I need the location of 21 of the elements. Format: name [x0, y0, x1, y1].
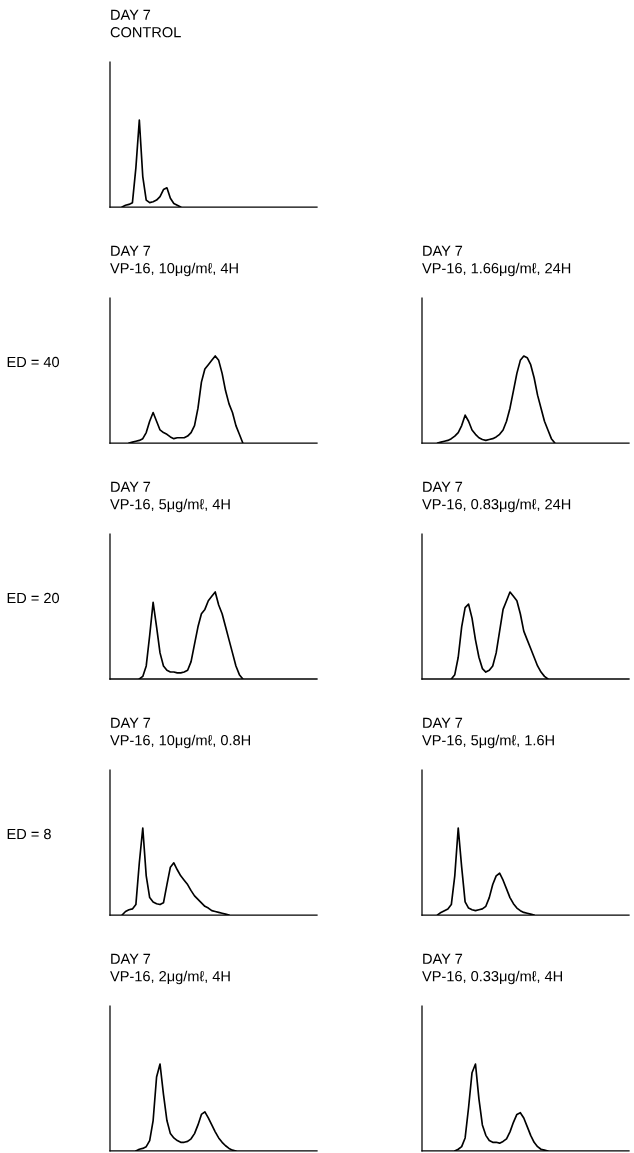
chart-title: DAY 7: [111, 717, 151, 728]
chart-subtitle: VP-16, 10μg/mℓ, 4H: [110, 262, 238, 277]
chart-subtitle: VP-16, 5μg/mℓ, 1.6H: [422, 734, 554, 749]
chart-title: DAY 7: [423, 481, 463, 492]
chart-title: DAY 7: [111, 245, 151, 256]
chart-subtitle: VP-16, 5μg/mℓ, 4H: [110, 498, 230, 513]
chart-subtitle: VP-16, 0.33μg/mℓ, 4H: [422, 970, 562, 985]
chart-subtitle: VP-16, 10μg/mℓ, 0.8H: [110, 734, 250, 749]
chart-title: DAY 7: [111, 9, 151, 20]
chart-title: DAY 7: [111, 481, 151, 492]
chart-title: DAY 7: [423, 953, 463, 964]
chart-subtitle: VP-16, 0.83μg/mℓ, 24H: [422, 498, 571, 513]
text: ED = 40: [7, 356, 60, 368]
chart-subtitle: CONTROL: [110, 27, 181, 38]
chart-subtitle: VP-16, 1.66μg/mℓ, 24H: [422, 262, 571, 277]
chart-title: DAY 7: [423, 717, 463, 728]
chart-subtitle: VP-16, 2μg/mℓ, 4H: [110, 970, 230, 985]
chart-title: DAY 7: [423, 245, 463, 256]
text: ED = 20: [7, 592, 60, 604]
chart-title: DAY 7: [111, 953, 151, 964]
text: ED = 8: [7, 828, 51, 840]
